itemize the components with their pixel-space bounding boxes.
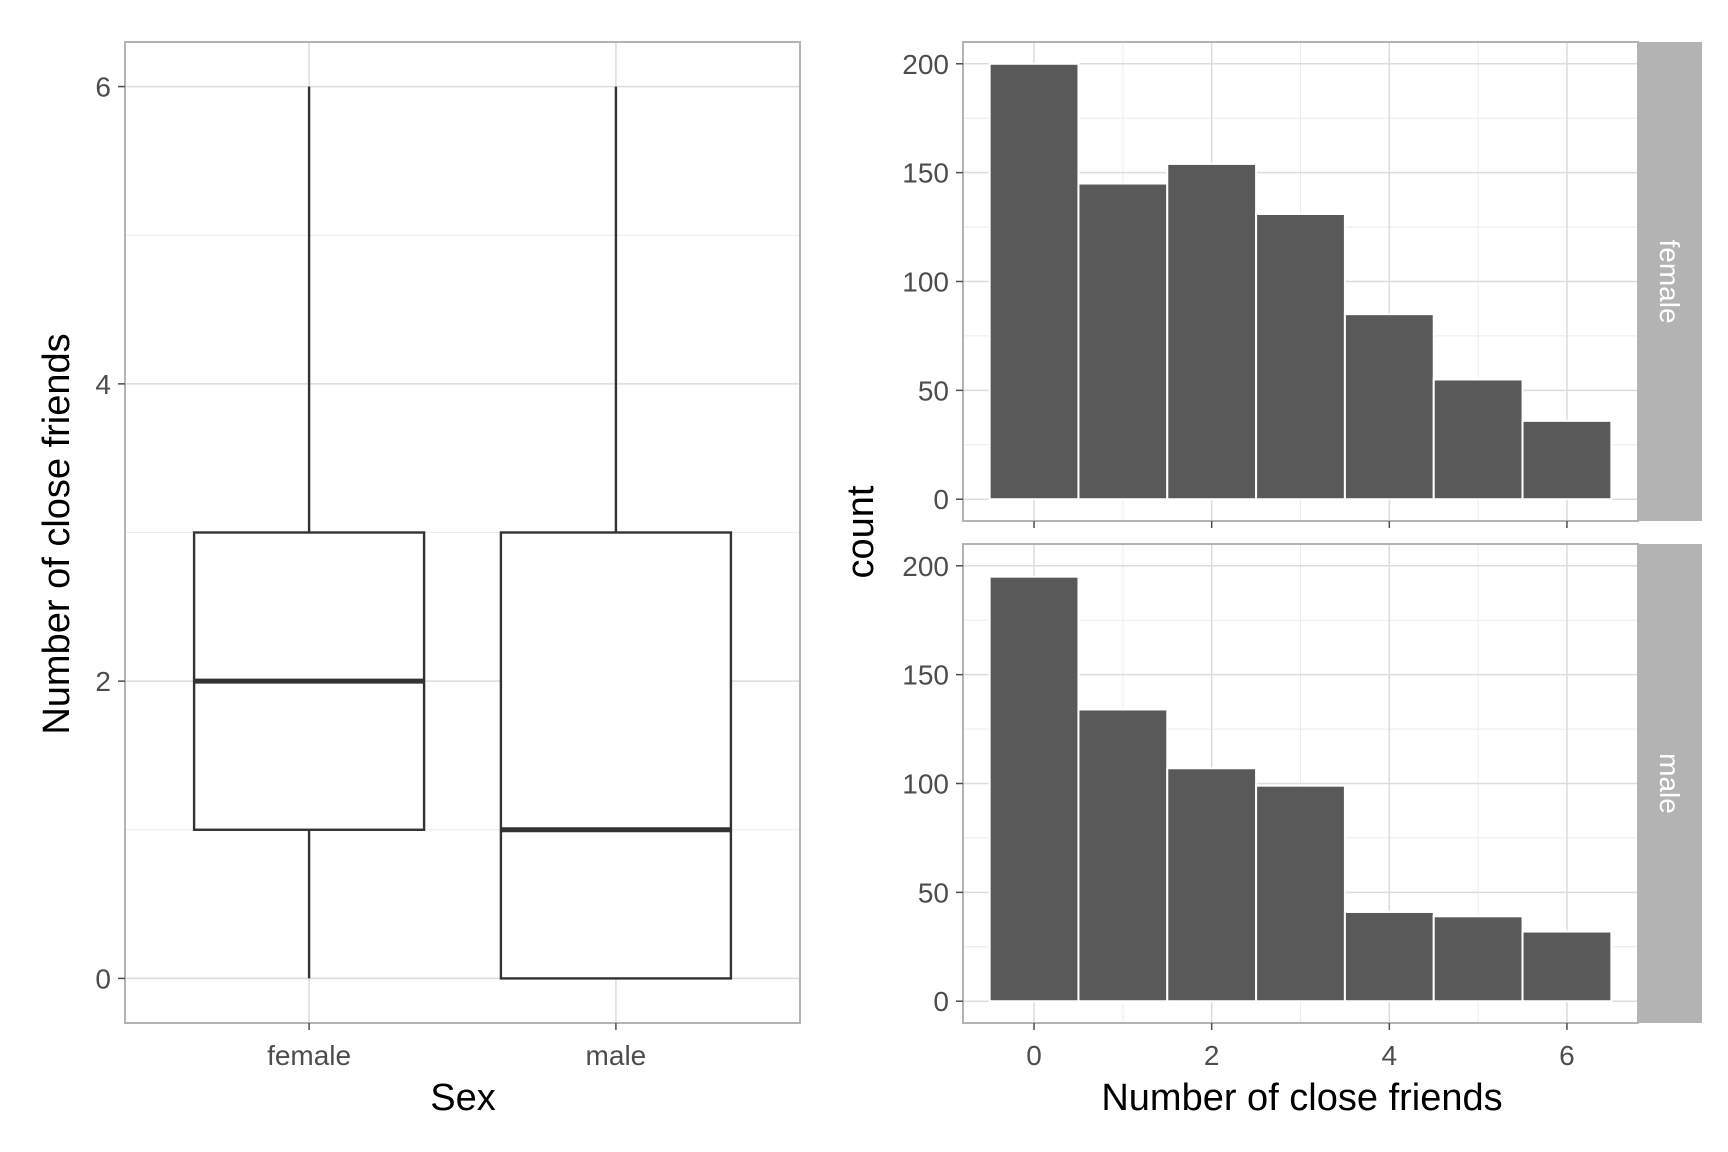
histogram-y-tick-label: 150 [902,158,949,189]
histogram-y-tick-label: 50 [918,375,949,406]
facet-strip [1639,544,1702,1023]
histogram-bars [988,575,1613,1003]
facet-strip-label: male [1654,753,1685,814]
histogram-y-tick-label: 0 [933,484,949,515]
histogram-bar [1166,767,1258,1003]
histogram-bar [1343,313,1435,501]
histogram-x-tick-label: 4 [1382,1040,1398,1071]
box-male [499,86,733,980]
histogram-bar [1077,708,1169,1003]
histogram-bar [988,575,1080,1003]
boxplot-y-tick-label: 0 [95,963,111,994]
histogram-y-tick-label: 100 [902,769,949,800]
histogram-bar [988,62,1080,501]
boxplot-marks [192,86,733,980]
histogram-y-tick-label: 50 [918,877,949,908]
histogram-bars [988,62,1613,501]
boxplot-y-tick-label: 6 [95,72,111,103]
histogram-bar [1432,915,1524,1003]
histogram-bar [1521,930,1613,1003]
boxplot-x-tick-label: female [267,1040,351,1071]
boxplot-axes: 0 2 4 6 female male [95,72,646,1071]
histogram-bar [1432,378,1524,501]
box-female [192,86,426,979]
histogram-bar [1521,419,1613,501]
histogram-x-tick-label: 2 [1204,1040,1220,1071]
histogram-bar [1077,182,1169,501]
histogram-y-tick-label: 100 [902,267,949,298]
interquartile-box [499,531,733,980]
boxplot-chart: 0 2 4 6 female male Sex Number of close frien… [36,41,801,1119]
histogram-bar [1255,784,1346,1003]
facet-strip [1639,42,1702,521]
boxplot-x-tick-label: male [586,1040,647,1071]
histogram-y-tick-label: 200 [902,551,949,582]
histogram-x-axis: 0 2 4 6 [1026,1023,1575,1071]
histogram-x-axis-title: Number of close friends [1101,1077,1502,1119]
boxplot-y-tick-label: 4 [95,369,111,400]
histogram-chart: 0 50 100 150 200 female 0 50 100 150 200 male 0 2 4 6… [840,41,1702,1119]
histogram-bar [1255,213,1346,501]
histogram-y-tick-label: 150 [902,660,949,691]
histogram-y-axis-title: count [840,485,882,578]
facet-panel-female: 0 50 100 150 200 female [902,41,1702,528]
boxplot-x-axis-title: Sex [430,1077,495,1119]
histogram-y-tick-label: 0 [933,986,949,1017]
facet-strip-label: female [1654,239,1685,323]
histogram-x-tick-label: 0 [1026,1040,1042,1071]
histogram-y-tick-label: 200 [902,49,949,80]
histogram-bar [1343,910,1435,1003]
histogram-bar [1166,162,1258,501]
boxplot-panel-border [124,41,801,1024]
boxplot-y-axis-title: Number of close friends [36,333,78,734]
facet-panel-male: 0 50 100 150 200 male [902,543,1702,1024]
boxplot-y-tick-label: 2 [95,666,111,697]
histogram-x-tick-label: 6 [1559,1040,1575,1071]
